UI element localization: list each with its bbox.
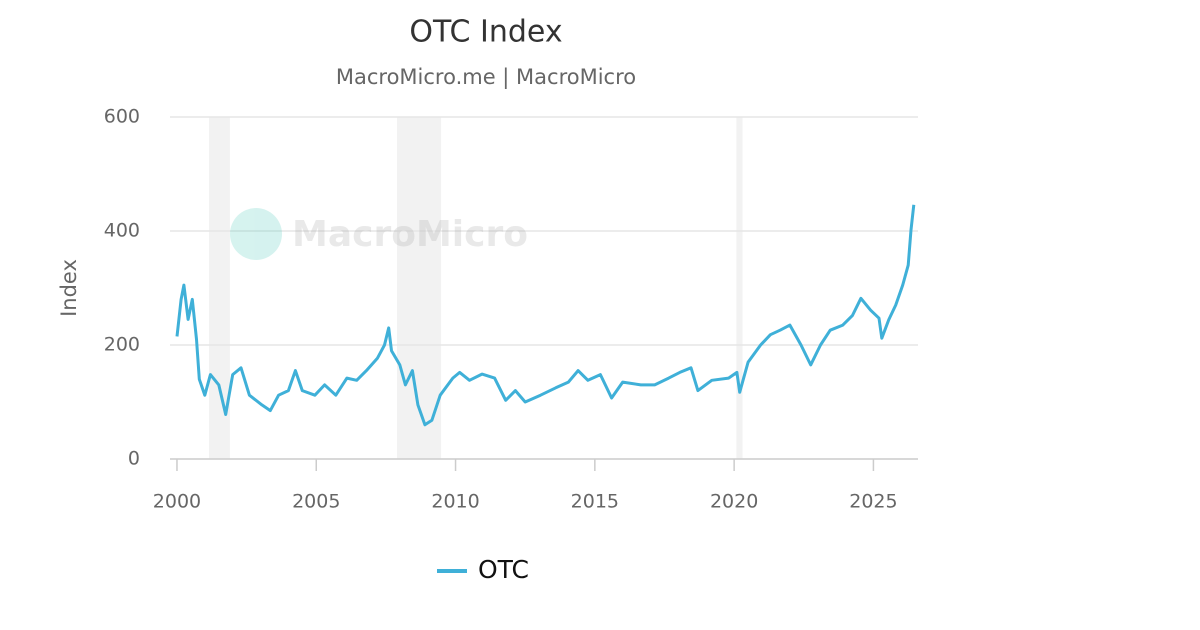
y-axis-label: Index (57, 259, 81, 317)
x-tick-label: 2020 (710, 491, 758, 513)
x-tick-label: 2005 (292, 491, 340, 513)
x-tick-label: 2015 (571, 491, 619, 513)
watermark-icon (230, 208, 282, 260)
x-tick-label: 2000 (153, 491, 201, 513)
y-tick-label: 400 (104, 220, 140, 242)
x-tick-label: 2025 (849, 491, 897, 513)
shaded-range (736, 117, 743, 459)
y-tick-label: 0 (128, 448, 140, 470)
x-tick-label: 2010 (431, 491, 479, 513)
legend-label: OTC (478, 555, 529, 584)
y-tick-label: 200 (104, 334, 140, 356)
chart-subtitle: MacroMicro.me | MacroMicro (336, 65, 636, 90)
y-tick-label: 600 (104, 106, 140, 128)
watermark-text: MacroMicro (292, 214, 528, 255)
shaded-range (209, 117, 230, 459)
shaded-range (397, 117, 442, 459)
chart-title: OTC Index (409, 15, 562, 50)
watermark: MacroMicro (230, 208, 528, 260)
data-line (175, 204, 916, 427)
